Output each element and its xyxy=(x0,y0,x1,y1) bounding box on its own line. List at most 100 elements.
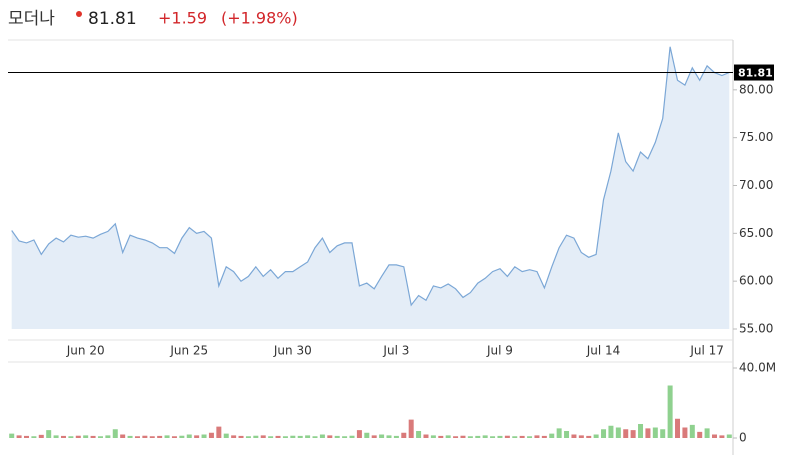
volume-bar xyxy=(652,427,658,438)
volume-bar xyxy=(223,433,229,438)
volume-bar xyxy=(586,435,592,438)
volume-bar xyxy=(519,435,525,438)
volume-bar xyxy=(268,436,274,438)
x-tick-label: Jun 25 xyxy=(169,344,208,358)
x-tick-label: Jul 3 xyxy=(382,344,409,358)
volume-bar xyxy=(9,433,15,438)
price-label: 81.81 xyxy=(738,67,773,80)
volume-bar xyxy=(245,436,251,438)
volume-bar xyxy=(571,434,577,438)
volume-bar xyxy=(112,429,118,438)
volume-bar xyxy=(667,385,673,438)
volume-bar xyxy=(238,435,244,438)
volume-bar xyxy=(564,431,570,438)
volume-bar xyxy=(157,435,163,438)
volume-bar xyxy=(704,428,710,438)
volume-bar xyxy=(186,434,192,438)
volume-bar xyxy=(23,435,29,438)
volume-bar xyxy=(682,427,688,438)
volume-bar xyxy=(97,436,103,438)
volume-bar xyxy=(171,436,177,438)
volume-bar xyxy=(194,435,200,438)
volume-bar xyxy=(334,435,340,438)
volume-bar xyxy=(53,435,59,438)
volume-bar xyxy=(83,435,89,438)
volume-bar xyxy=(556,428,562,438)
volume-bar xyxy=(460,435,466,438)
header-change: +1.59 xyxy=(158,9,207,28)
x-tick-label: Jun 30 xyxy=(273,344,312,358)
volume-bar xyxy=(305,435,311,438)
volume-bar xyxy=(423,434,429,438)
volume-bar xyxy=(534,435,540,438)
header-price: 81.81 xyxy=(88,9,137,29)
volume-bar xyxy=(675,418,681,438)
stock-name: 모더나 xyxy=(8,9,55,29)
volume-bar xyxy=(630,430,636,438)
volume-bar xyxy=(504,435,510,438)
volume-bar xyxy=(578,435,584,438)
volume-bar xyxy=(497,435,503,438)
volume-bar xyxy=(142,435,148,438)
volume-bar xyxy=(179,435,185,438)
volume-bar xyxy=(393,435,399,438)
volume-bar xyxy=(75,435,81,438)
volume-bar xyxy=(475,435,481,438)
volume-bar xyxy=(593,434,599,438)
volume-bar xyxy=(541,435,547,438)
volume-bar xyxy=(712,434,718,438)
flag-icon xyxy=(76,11,82,17)
x-tick-label: Jun 20 xyxy=(66,344,105,358)
volume-bar xyxy=(231,435,237,438)
y-tick-label: 55.00 xyxy=(739,322,773,336)
volume-bar xyxy=(512,436,518,438)
volume-bar xyxy=(527,436,533,438)
volume-bar xyxy=(208,432,214,438)
y-tick-label: 0 xyxy=(739,431,747,445)
volume-bar xyxy=(16,435,22,438)
volume-bar xyxy=(290,435,296,438)
volume-bar xyxy=(216,426,222,438)
volume-bar xyxy=(164,435,170,438)
header-change-pct: (+1.98%) xyxy=(221,9,298,28)
volume-bar xyxy=(386,435,392,438)
volume-bar xyxy=(638,424,644,438)
volume-bar xyxy=(275,435,281,438)
volume-bar xyxy=(660,429,666,438)
volume-bar xyxy=(149,436,155,438)
volume-bar xyxy=(726,434,732,438)
x-tick-label: Jul 17 xyxy=(689,344,724,358)
volume-bar xyxy=(38,434,44,438)
volume-bar xyxy=(312,436,318,438)
volume-bar xyxy=(282,436,288,438)
volume-bar xyxy=(623,429,629,438)
price-line xyxy=(11,46,730,307)
volume-bar xyxy=(615,427,621,438)
volume-bar xyxy=(467,436,473,438)
volume-bar xyxy=(697,431,703,438)
volume-bar xyxy=(134,436,140,438)
volume-bar xyxy=(60,435,66,438)
volume-bar xyxy=(401,432,407,438)
volume-bar xyxy=(430,435,436,438)
volume-bar xyxy=(356,430,362,438)
volume-bar xyxy=(490,436,496,438)
volume-bar xyxy=(438,435,444,438)
volume-bar xyxy=(46,430,52,438)
volume-bar xyxy=(408,419,414,438)
volume-bar xyxy=(645,428,651,438)
volume-bar xyxy=(105,435,111,438)
price-label-box xyxy=(734,64,774,81)
y-tick-label: 75.00 xyxy=(739,130,773,144)
y-tick-label: 60.00 xyxy=(739,274,773,288)
volume-bar xyxy=(379,434,385,438)
volume-bar xyxy=(68,436,74,438)
volume-bar xyxy=(719,435,725,438)
volume-bar xyxy=(549,433,555,438)
y-tick-label: 70.00 xyxy=(739,178,773,192)
volume-bar xyxy=(201,434,207,438)
volume-bar xyxy=(297,435,303,438)
y-tick-label: 80.00 xyxy=(739,82,773,96)
volume-bar xyxy=(127,435,133,438)
